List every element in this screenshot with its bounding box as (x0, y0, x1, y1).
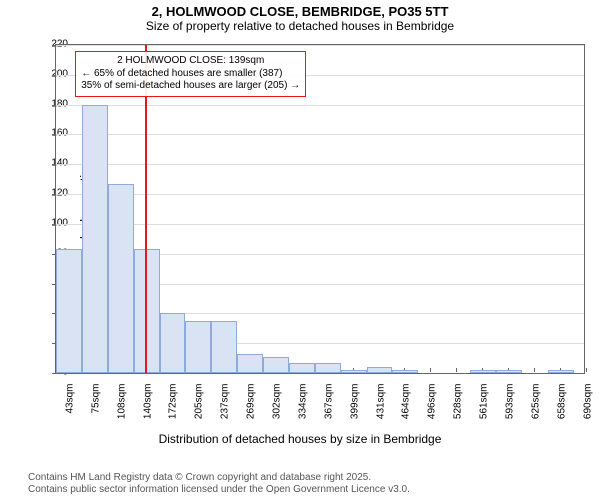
annotation-line: ← 65% of detached houses are smaller (38… (81, 68, 300, 81)
gridline (56, 105, 584, 106)
gridline (56, 45, 584, 46)
footer-line-1: Contains HM Land Registry data © Crown c… (28, 472, 410, 484)
footer-line-2: Contains public sector information licen… (28, 484, 410, 496)
histogram-bar (548, 370, 574, 373)
plot-region: 2 HOLMWOOD CLOSE: 139sqm← 65% of detache… (55, 44, 585, 374)
gridline (56, 134, 584, 135)
histogram-bar (237, 354, 263, 373)
histogram-bar (263, 357, 289, 373)
gridline (56, 224, 584, 225)
histogram-bar (341, 370, 367, 373)
gridline (56, 164, 584, 165)
chart-title: 2, HOLMWOOD CLOSE, BEMBRIDGE, PO35 5TT (0, 4, 600, 19)
histogram-bar (56, 249, 82, 373)
histogram-bar (470, 370, 496, 373)
histogram-bar (315, 363, 341, 373)
chart-area: Number of detached properties 0204060801… (0, 40, 600, 450)
histogram-bar (185, 321, 211, 373)
histogram-bar (367, 367, 393, 373)
histogram-bar (160, 313, 186, 373)
histogram-bar (82, 105, 108, 373)
footer-attribution: Contains HM Land Registry data © Crown c… (28, 472, 410, 496)
histogram-bar (211, 321, 237, 373)
histogram-bar (108, 184, 134, 373)
histogram-bar (496, 370, 522, 373)
title-block: 2, HOLMWOOD CLOSE, BEMBRIDGE, PO35 5TT S… (0, 0, 600, 33)
annotation-line: 35% of semi-detached houses are larger (… (81, 80, 300, 93)
annotation-box: 2 HOLMWOOD CLOSE: 139sqm← 65% of detache… (75, 51, 306, 97)
gridline (56, 194, 584, 195)
histogram-bar (392, 370, 418, 373)
histogram-bar (289, 363, 315, 373)
chart-subtitle: Size of property relative to detached ho… (0, 19, 600, 33)
annotation-line: 2 HOLMWOOD CLOSE: 139sqm (81, 55, 300, 68)
x-axis-label: Distribution of detached houses by size … (0, 432, 600, 446)
